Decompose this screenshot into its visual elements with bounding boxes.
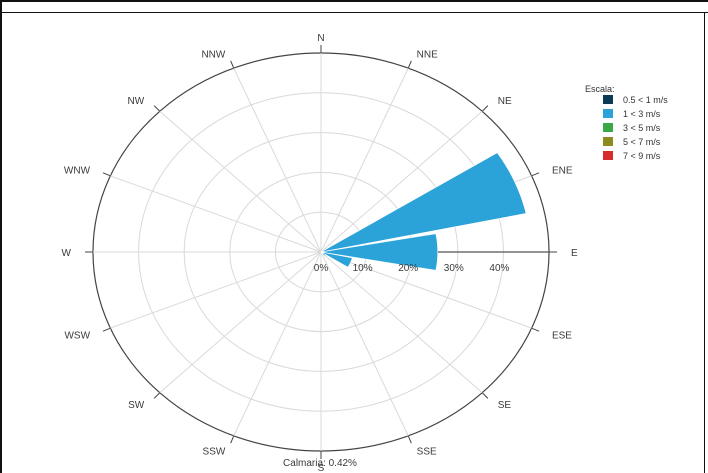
calm-label: Calmaria: 0.42% [283, 458, 357, 469]
direction-label-nne: NNE [417, 49, 438, 60]
legend-entry-3: 3 < 5 m/s [623, 123, 661, 133]
spoke-ese [320, 251, 532, 329]
spoke-wsw [110, 251, 322, 329]
legend-swatch-3 [603, 123, 613, 132]
spoke-sw [159, 251, 322, 394]
bar-ese-series-2 [320, 251, 353, 268]
spoke-nw [159, 110, 322, 253]
tick-wnw [102, 172, 111, 177]
radial-tick-3: 30% [444, 263, 464, 274]
direction-label-e: E [571, 248, 578, 259]
radial-tick-labels: 0% 10% 20% 30% 40% [314, 263, 510, 274]
spoke-sse [320, 251, 409, 437]
direction-label-s: S [318, 463, 325, 473]
legend-entry-5: 7 < 9 m/s [623, 151, 661, 161]
tick-sw [153, 392, 161, 399]
tick-ssw [230, 435, 235, 444]
spoke-ne [320, 110, 483, 253]
wind-rose-bars [320, 152, 527, 271]
spoke-wnw [110, 175, 322, 253]
radial-tick-2: 20% [398, 263, 418, 274]
legend: Escala: 0.5 < 1 m/s 1 < 3 m/s 3 < 5 m/s 5 <… [585, 84, 668, 161]
direction-label-nnw: NNW [201, 49, 225, 60]
legend-swatch-4 [603, 137, 613, 146]
spoke-nnw [233, 67, 322, 253]
spoke-nne [320, 67, 409, 253]
tick-sse [407, 435, 412, 444]
legend-entry-1: 0.5 < 1 m/s [623, 95, 668, 105]
direction-label-nw: NW [128, 96, 145, 107]
bar-ene-series-2 [320, 152, 527, 253]
spoke-se [320, 251, 483, 394]
radial-tick-0: 0% [314, 263, 329, 274]
direction-label-wsw: WSW [64, 330, 90, 341]
radial-tick-4: 40% [489, 263, 509, 274]
legend-swatch-5 [603, 151, 613, 160]
right-rule [704, 12, 705, 473]
direction-label-wnw: WNW [64, 166, 91, 177]
legend-entry-2: 1 < 3 m/s [623, 109, 661, 119]
top-rule [0, 12, 708, 13]
radial-tick-1: 10% [353, 263, 373, 274]
direction-label-ene: ENE [552, 166, 573, 177]
legend-swatch-2 [603, 109, 613, 118]
direction-labels: N NNE NE ENE E ESE SE SSE S SSW SW WSW W WNW NW NNW [62, 33, 578, 473]
direction-label-sw: SW [128, 400, 145, 411]
tick-wsw [102, 327, 111, 332]
tick-ene [531, 172, 540, 177]
legend-entry-4: 5 < 7 m/s [623, 137, 661, 147]
tick-ese [531, 327, 540, 332]
spoke-ssw [233, 251, 322, 437]
direction-label-ne: NE [498, 96, 512, 107]
direction-label-sse: SSE [417, 447, 437, 458]
legend-title: Escala: [585, 84, 615, 94]
direction-label-ssw: SSW [203, 447, 226, 458]
tick-ne [481, 105, 489, 112]
tick-nnw [230, 60, 235, 69]
direction-label-ese: ESE [552, 330, 572, 341]
direction-label-se: SE [498, 400, 512, 411]
polar-grid [85, 45, 557, 459]
bar-se-series-2 [320, 251, 326, 257]
legend-swatch-1 [603, 95, 613, 104]
tick-nw [153, 105, 161, 112]
direction-label-w: W [62, 248, 72, 259]
tick-se [481, 392, 489, 399]
bar-sse-series-2 [320, 251, 323, 255]
direction-label-n: N [317, 33, 324, 44]
tick-nne [407, 60, 412, 69]
